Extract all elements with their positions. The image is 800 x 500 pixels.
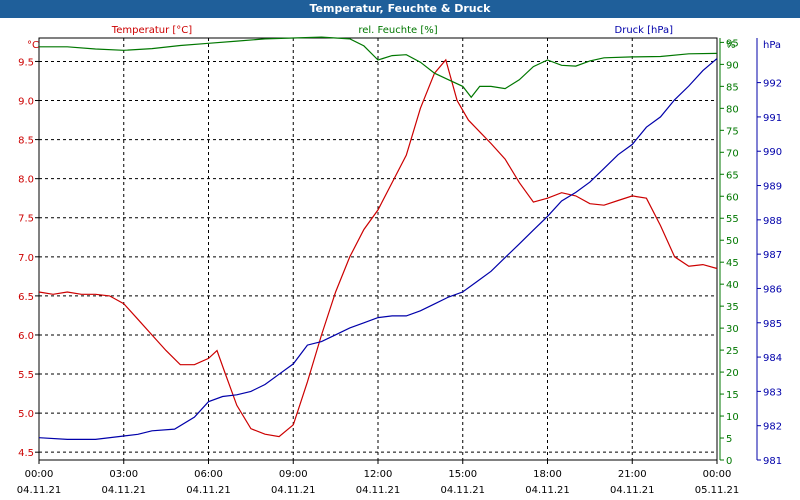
x-tick-label-time: 06:00 xyxy=(194,469,223,480)
x-tick-label-date: 04.11.21 xyxy=(440,485,485,496)
press-unit-label: hPa xyxy=(763,40,781,51)
x-tick-label-date: 04.11.21 xyxy=(17,485,62,496)
press-tick-label: 985 xyxy=(763,319,782,330)
legend-entry: rel. Feuchte [%] xyxy=(358,25,437,36)
hum-tick-label: 55 xyxy=(726,214,739,225)
hum-tick-label: 25 xyxy=(726,346,739,357)
hum-tick-label: 70 xyxy=(726,148,739,159)
press-tick-label: 991 xyxy=(763,113,782,124)
temp-tick-label: 8.0 xyxy=(18,175,34,186)
temp-tick-label: 5.5 xyxy=(18,370,34,381)
press-tick-label: 982 xyxy=(763,422,782,433)
series-line-hum xyxy=(39,36,718,99)
hum-tick-label: 95 xyxy=(726,38,739,49)
press-tick-label: 990 xyxy=(763,147,782,158)
hum-tick-label: 90 xyxy=(726,60,739,71)
temp-tick-label: 4.5 xyxy=(18,448,34,459)
hum-tick-label: 60 xyxy=(726,192,739,203)
window-title: Temperatur, Feuchte & Druck xyxy=(0,0,800,18)
press-tick-label: 984 xyxy=(763,353,782,364)
temp-tick-label: 7.5 xyxy=(18,214,34,225)
hum-tick-label: 80 xyxy=(726,104,739,115)
hum-tick-label: 0 xyxy=(726,456,732,467)
x-tick-label-time: 00:00 xyxy=(703,469,732,480)
temp-unit-label: °C xyxy=(27,40,39,51)
x-tick-label-time: 12:00 xyxy=(364,469,393,480)
temp-tick-label: 6.0 xyxy=(18,331,34,342)
x-tick-label-date: 05.11.21 xyxy=(695,485,740,496)
x-tick-label-time: 03:00 xyxy=(109,469,138,480)
hum-tick-label: 75 xyxy=(726,126,739,137)
hum-tick-label: 65 xyxy=(726,170,739,181)
x-tick-label-time: 00:00 xyxy=(25,469,54,480)
x-tick-label-date: 04.11.21 xyxy=(186,485,231,496)
hum-tick-label: 85 xyxy=(726,82,739,93)
x-tick-label-time: 09:00 xyxy=(279,469,308,480)
hum-tick-label: 50 xyxy=(726,236,739,247)
press-tick-label: 988 xyxy=(763,216,782,227)
series-line-temp xyxy=(38,58,718,438)
hum-tick-label: 5 xyxy=(726,434,732,445)
hum-tick-label: 40 xyxy=(726,280,739,291)
temp-tick-label: 8.5 xyxy=(18,136,34,147)
legend-entry: Druck [hPa] xyxy=(615,25,674,36)
x-tick-label-date: 04.11.21 xyxy=(271,485,316,496)
temp-tick-label: 5.0 xyxy=(18,409,34,420)
hum-tick-label: 20 xyxy=(726,368,739,379)
hum-tick-label: 30 xyxy=(726,324,739,335)
x-tick-label-time: 21:00 xyxy=(618,469,647,480)
series-line-press xyxy=(38,58,718,440)
press-tick-label: 986 xyxy=(763,284,782,295)
hum-tick-label: 10 xyxy=(726,412,739,423)
press-tick-label: 992 xyxy=(763,79,782,90)
press-tick-label: 981 xyxy=(763,456,782,467)
x-tick-label-date: 04.11.21 xyxy=(101,485,146,496)
temp-tick-label: 6.5 xyxy=(18,292,34,303)
temp-tick-label: 9.5 xyxy=(18,57,34,68)
hum-tick-label: 45 xyxy=(726,258,739,269)
press-tick-label: 989 xyxy=(763,182,782,193)
x-tick-label-time: 15:00 xyxy=(448,469,477,480)
temp-tick-label: 7.0 xyxy=(18,253,34,264)
x-tick-label-date: 04.11.21 xyxy=(356,485,401,496)
hum-tick-label: 35 xyxy=(726,302,739,313)
temp-tick-label: 9.0 xyxy=(18,97,34,108)
x-tick-label-date: 04.11.21 xyxy=(525,485,570,496)
legend-entry: Temperatur [°C] xyxy=(111,25,192,36)
x-tick-label-date: 04.11.21 xyxy=(610,485,655,496)
press-tick-label: 987 xyxy=(763,250,782,261)
hum-unit-label: % xyxy=(726,40,736,51)
x-tick-label-time: 18:00 xyxy=(533,469,562,480)
press-tick-label: 983 xyxy=(763,387,782,398)
hum-tick-label: 15 xyxy=(726,390,739,401)
